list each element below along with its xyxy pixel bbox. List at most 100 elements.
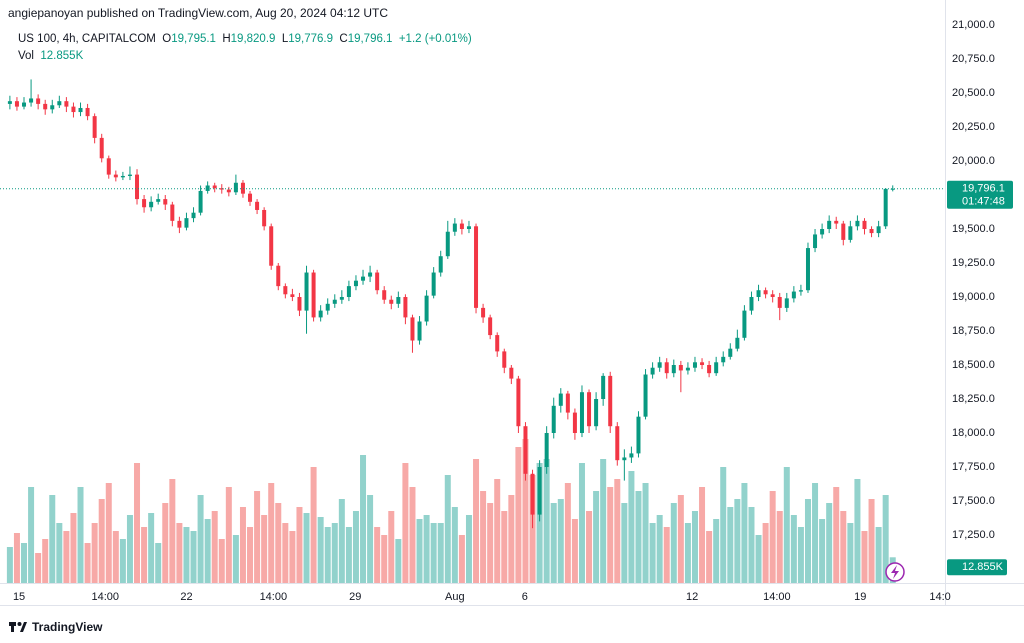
- candle-body: [707, 365, 712, 374]
- candle-body: [848, 226, 853, 240]
- candle-layer: [7, 79, 895, 529]
- volume-bar: [169, 479, 176, 583]
- volume-bar: [741, 483, 748, 583]
- volume-bar: [586, 511, 593, 583]
- candle-body: [664, 362, 669, 374]
- volume-bar: [239, 507, 246, 583]
- candle-body: [163, 199, 168, 205]
- candle-body: [523, 426, 528, 474]
- volume-bar: [232, 535, 239, 583]
- candle-body: [813, 234, 818, 249]
- candle-body: [36, 98, 41, 104]
- candle-body: [382, 290, 387, 300]
- candle-body: [827, 220, 832, 230]
- volume-bar: [826, 503, 833, 583]
- candle-body: [219, 188, 224, 190]
- x-tick-label: 14:0: [929, 591, 950, 603]
- y-tick-label: 20,750.0: [952, 53, 995, 65]
- x-tick-label: 6: [522, 591, 528, 603]
- volume-bar: [268, 483, 275, 583]
- volume-bar: [204, 519, 211, 583]
- volume-bar: [713, 519, 720, 583]
- volume-bar: [465, 515, 472, 583]
- candle-body: [170, 204, 175, 221]
- volume-bar: [769, 491, 776, 583]
- high-value: 19,820.9: [230, 33, 276, 45]
- y-tick-label: 18,250.0: [952, 393, 995, 405]
- candle-body: [127, 174, 132, 176]
- volume-bar: [677, 495, 684, 583]
- volume-bar: [607, 487, 614, 583]
- candle-body: [572, 412, 577, 434]
- x-tick-label: 14:00: [763, 591, 791, 603]
- candle-body: [466, 226, 471, 230]
- candle-body: [855, 220, 860, 227]
- candle-body: [763, 290, 768, 295]
- candle-body: [311, 272, 316, 318]
- candle-body: [558, 393, 563, 406]
- y-tick-label: 18,500.0: [952, 359, 995, 371]
- volume-bar: [183, 527, 190, 583]
- volume-bar: [437, 523, 444, 583]
- candle-body: [657, 362, 662, 368]
- volume-bar: [49, 495, 56, 583]
- candle-body: [474, 226, 479, 308]
- volume-bar: [776, 511, 783, 583]
- volume-bar: [458, 535, 465, 583]
- candle-body: [481, 307, 486, 318]
- candle-body: [78, 107, 83, 113]
- volume-bar: [6, 547, 13, 583]
- countdown-label: 01:47:48: [962, 196, 1005, 208]
- volume-bar: [254, 491, 261, 583]
- candle-body: [262, 209, 267, 227]
- candle-body: [318, 310, 323, 318]
- low-value: 19,776.9: [288, 33, 333, 45]
- volume-bar: [875, 527, 882, 583]
- candle-body: [551, 405, 556, 434]
- candle-body: [198, 190, 203, 213]
- candle-body: [791, 291, 796, 299]
- volume-bar: [381, 535, 388, 583]
- volume-bar: [331, 523, 338, 583]
- volume-bar: [91, 523, 98, 583]
- volume-bar: [614, 479, 621, 583]
- volume-bar: [218, 539, 225, 583]
- candle-body: [721, 356, 726, 363]
- volume-bar: [388, 511, 395, 583]
- last-volume-box: [947, 559, 1007, 576]
- volume-bar: [105, 483, 112, 583]
- candle-body: [890, 188, 895, 190]
- volume-bar: [762, 523, 769, 583]
- last-price-label: 19,796.1: [962, 183, 1005, 195]
- candle-body: [43, 103, 48, 110]
- candle-body: [99, 137, 104, 159]
- candle-body: [834, 220, 839, 224]
- volume-bar: [190, 531, 197, 583]
- volume-bar: [840, 511, 847, 583]
- candle-body: [283, 286, 288, 295]
- volume-bar: [98, 499, 105, 583]
- candle-body: [876, 226, 881, 234]
- candle-body: [92, 116, 97, 138]
- candle-body: [375, 272, 380, 291]
- volume-legend: Vol 12.855K: [18, 50, 83, 62]
- last-price-box: [947, 180, 1013, 209]
- candle-body: [85, 107, 90, 117]
- candle-body: [502, 351, 507, 368]
- volume-bar: [727, 507, 734, 583]
- candle-body: [240, 182, 245, 194]
- volume-bar: [748, 507, 755, 583]
- volume-bar: [141, 527, 148, 583]
- volume-bar: [812, 483, 819, 583]
- candle-body: [135, 174, 140, 200]
- candle-body: [106, 158, 111, 175]
- volume-bar: [70, 513, 77, 583]
- volume-bar: [35, 553, 42, 583]
- brand-logo: [9, 622, 27, 632]
- volume-bar: [783, 467, 790, 583]
- candle-body: [14, 101, 19, 107]
- volume-bar: [480, 491, 487, 583]
- volume-bar: [126, 515, 133, 583]
- volume-value: 12.855K: [40, 50, 84, 62]
- volume-bar: [564, 483, 571, 583]
